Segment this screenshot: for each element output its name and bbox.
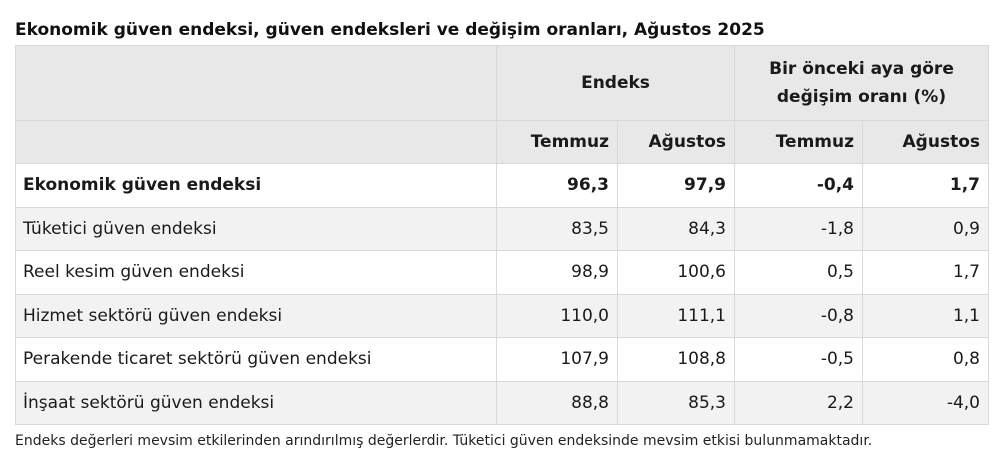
row-label: Ekonomik güven endeksi [15,163,497,208]
cell-change-july: -0,4 [734,163,863,208]
confidence-index-table: Endeks Bir önceki aya göre değişim oranı… [15,45,989,425]
row-label: Perakende ticaret sektörü güven endeksi [15,337,497,382]
cell-change-august: 0,8 [862,337,989,382]
cell-change-august: -4,0 [862,380,989,425]
subheader-change-july: Temmuz [734,120,863,164]
footnote: Endeks değerleri mevsim etkilerinden arı… [15,433,873,449]
table-row: İnşaat sektörü güven endeksi 88,8 85,3 2… [15,380,989,425]
cell-change-august: 1,7 [862,163,989,208]
row-label: İnşaat sektörü güven endeksi [15,380,497,425]
cell-index-july: 83,5 [496,206,618,251]
table-title: Ekonomik güven endeksi, güven endeksleri… [15,20,765,40]
cell-index-july: 96,3 [496,163,618,208]
table-row: Ekonomik güven endeksi 96,3 97,9 -0,4 1,… [15,163,989,208]
empty-header-cell [15,45,497,121]
table-row: Perakende ticaret sektörü güven endeksi … [15,337,989,382]
cell-index-july: 110,0 [496,293,618,338]
subheader-change-august: Ağustos [862,120,989,164]
cell-index-august: 97,9 [617,163,735,208]
cell-change-august: 0,9 [862,206,989,251]
row-label: Tüketici güven endeksi [15,206,497,251]
sub-header-row: Temmuz Ağustos Temmuz Ağustos [15,120,989,164]
cell-change-july: -0,8 [734,293,863,338]
change-group-header: Bir önceki aya göre değişim oranı (%) [734,45,989,121]
cell-index-august: 111,1 [617,293,735,338]
subheader-index-july: Temmuz [496,120,618,164]
cell-change-august: 1,7 [862,250,989,295]
cell-change-august: 1,1 [862,293,989,338]
change-header-line-2: değişim oranı (%) [776,87,947,107]
subheader-index-august: Ağustos [617,120,735,164]
cell-change-july: -0,5 [734,337,863,382]
cell-change-july: 2,2 [734,380,863,425]
table-row: Reel kesim güven endeksi 98,9 100,6 0,5 … [15,250,989,295]
cell-index-august: 100,6 [617,250,735,295]
cell-index-july: 107,9 [496,337,618,382]
row-label: Hizmet sektörü güven endeksi [15,293,497,338]
cell-index-july: 98,9 [496,250,618,295]
change-header-line-1: Bir önceki aya göre [769,59,954,79]
cell-index-august: 85,3 [617,380,735,425]
cell-change-july: -1,8 [734,206,863,251]
cell-index-august: 84,3 [617,206,735,251]
cell-index-august: 108,8 [617,337,735,382]
group-header-row: Endeks Bir önceki aya göre değişim oranı… [15,45,989,121]
table-row: Hizmet sektörü güven endeksi 110,0 111,1… [15,293,989,338]
cell-change-july: 0,5 [734,250,863,295]
table-row: Tüketici güven endeksi 83,5 84,3 -1,8 0,… [15,206,989,251]
cell-index-july: 88,8 [496,380,618,425]
empty-subheader-cell [15,120,497,164]
row-label: Reel kesim güven endeksi [15,250,497,295]
index-group-header: Endeks [496,45,735,121]
